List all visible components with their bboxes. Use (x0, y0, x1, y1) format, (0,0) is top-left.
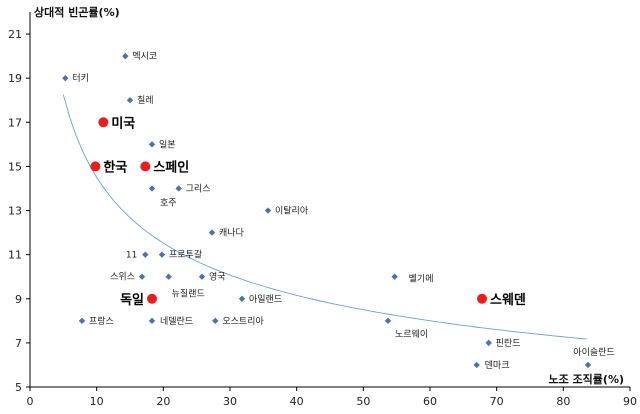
x-tick-label: 80 (556, 395, 570, 408)
point-label: 아일랜드 (249, 294, 282, 305)
point-label: 스위스 (110, 272, 135, 283)
x-tick-label: 20 (156, 395, 170, 408)
point-label: 스페인 (153, 159, 189, 175)
data-point (78, 317, 86, 325)
x-tick-label: 10 (90, 395, 104, 408)
point-label: 한국 (103, 159, 127, 175)
data-point (391, 273, 398, 280)
data-point (175, 185, 182, 192)
y-tick-label: 15 (8, 160, 22, 173)
point-label: 뉴질랜드 (172, 288, 205, 300)
data-point (142, 251, 149, 258)
point-label: 벨기에 (409, 274, 434, 285)
y-tick-label: 5 (15, 381, 22, 394)
point-label: 이탈리아 (275, 206, 309, 217)
data-point (584, 361, 592, 369)
data-point (238, 295, 246, 302)
point-label: 네델란드 (160, 315, 193, 327)
point-label: 미국 (111, 115, 135, 131)
point-label: 캐나다 (219, 228, 245, 239)
x-tick-label: 70 (490, 395, 504, 408)
axes: 0 10 20 30 40 50 60 70 80 90 5 7 9 11 13 15 17 19 21 (8, 12, 637, 408)
data-point (165, 273, 172, 280)
data-point (158, 251, 166, 258)
point-label: 스웨덴 (490, 292, 526, 308)
data-point-highlight (140, 161, 151, 172)
point-label: 11 (126, 251, 137, 261)
trendline (62, 94, 587, 340)
point-label: 영국 (209, 272, 226, 283)
data-point (485, 339, 492, 347)
x-tick-label: 60 (423, 395, 437, 408)
y-tick-label: 13 (8, 205, 22, 218)
data-point-highlight (477, 293, 487, 304)
data-point (264, 207, 272, 214)
point-label: 아이슬란드 (573, 346, 614, 358)
point-label: 프로투갈 (169, 250, 202, 261)
y-axis-title: 상대적 빈곤률(%) (34, 5, 120, 19)
data-point (148, 185, 156, 192)
data-point (62, 74, 69, 82)
data-point-highlight (98, 117, 109, 128)
point-label: 터키 (72, 73, 89, 84)
point-label: 노르웨이 (395, 328, 428, 340)
y-tick-label: 19 (8, 72, 22, 85)
data-point (198, 273, 206, 280)
data-point (473, 361, 480, 369)
point-label: 독일 (120, 293, 144, 308)
y-tick-label: 17 (8, 116, 22, 129)
data-point (138, 273, 146, 280)
x-tick-label: 50 (356, 395, 370, 408)
data-point (212, 317, 219, 325)
point-label: 오스트리아 (222, 316, 264, 327)
y-tick-label: 9 (15, 293, 22, 306)
data-point-highlight (147, 293, 157, 304)
point-label: 그리스 (186, 183, 211, 194)
x-tick-label: 30 (223, 395, 237, 408)
x-tick-label: 40 (290, 395, 304, 408)
point-label: 멕시코 (132, 51, 157, 62)
point-label: 프랑스 (89, 315, 114, 327)
trend-curve (62, 94, 587, 340)
data-point (384, 317, 392, 325)
point-label: 덴마크 (485, 360, 510, 371)
data-point (148, 317, 156, 325)
data-point (208, 229, 216, 236)
data-point (126, 97, 134, 104)
point-label: 일본 (159, 139, 176, 150)
y-tick-label: 11 (8, 249, 22, 262)
point-label: 칠레 (137, 95, 154, 106)
y-tick-label: 7 (15, 337, 22, 350)
point-label: 호주 (160, 197, 177, 208)
data-point (122, 52, 129, 60)
x-tick-label: 90 (623, 395, 637, 408)
data-point-highlight (90, 161, 101, 172)
data-point (148, 141, 156, 148)
point-label: 핀란드 (496, 337, 521, 349)
x-tick-label: 0 (27, 395, 34, 408)
x-axis-title: 노조 조직률(%) (548, 372, 624, 386)
y-tick-label: 21 (8, 28, 22, 41)
